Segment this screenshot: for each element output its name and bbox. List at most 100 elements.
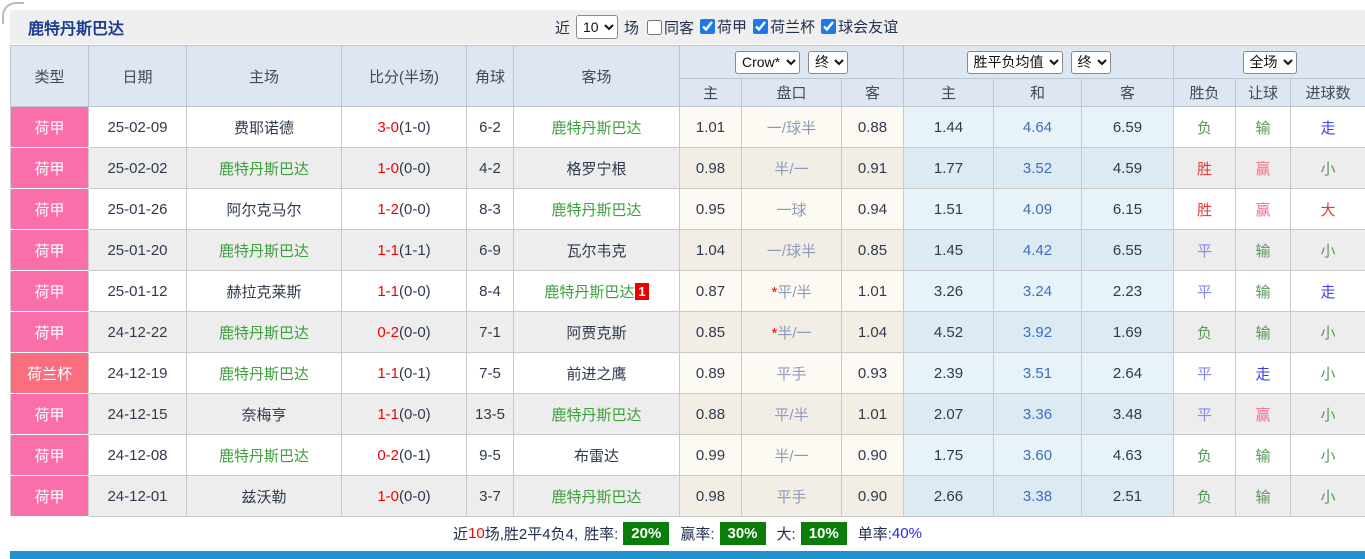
home-team-cell[interactable]: 鹿特丹斯巴达 xyxy=(186,147,342,189)
league-checkbox-0[interactable] xyxy=(700,19,716,34)
header-type: 类型 xyxy=(10,45,89,107)
away-team-cell[interactable]: 鹿特丹斯巴达 xyxy=(513,106,680,148)
same-away-checkbox[interactable] xyxy=(647,19,663,35)
away-team-cell[interactable]: 格罗宁根 xyxy=(513,147,680,189)
fulltime-score: 1-1 xyxy=(377,364,399,382)
competition-type-cell: 荷甲 xyxy=(10,270,89,312)
away-team-cell[interactable]: 鹿特丹斯巴达 xyxy=(513,475,680,517)
handicap-home-odds-cell: 0.98 xyxy=(679,475,742,517)
handicap-time-select[interactable]: 终 xyxy=(808,50,848,74)
match-row: 荷甲 24-12-01 兹沃勒 1-0(0-0) 3-7 鹿特丹斯巴达 0.98 平手 0.90… xyxy=(10,475,1365,517)
odds-type-select[interactable]: 胜平负均值 xyxy=(966,50,1063,74)
corner-cell: 13-5 xyxy=(466,393,514,435)
result-wdl-cell: 平 xyxy=(1173,229,1237,271)
handicap-away-odds-cell: 1.01 xyxy=(841,270,904,312)
match-date-cell: 24-12-22 xyxy=(88,311,187,353)
halftime-score: (0-0) xyxy=(399,282,431,300)
away-team-cell[interactable]: 鹿特丹斯巴达 xyxy=(513,188,680,230)
odds-home-cell: 2.07 xyxy=(903,393,994,435)
handicap-away-odds-cell: 0.94 xyxy=(841,188,904,230)
same-away-label: 同客 xyxy=(664,19,695,37)
odds-time-select[interactable]: 终 xyxy=(1070,50,1111,74)
subheader-handicap-line: 盘口 xyxy=(741,78,842,107)
league-label: 荷甲 xyxy=(717,19,748,36)
odds-group-header: 胜平负均值 终 xyxy=(902,45,1175,79)
odds-draw-cell: 3.51 xyxy=(993,352,1082,394)
widget-rounded-corner xyxy=(2,2,24,24)
odds-draw-cell: 4.42 xyxy=(993,229,1082,271)
league-checkbox-2[interactable] xyxy=(821,19,837,34)
result-asian-cell: 输 xyxy=(1235,229,1292,271)
result-wdl-cell: 胜 xyxy=(1173,188,1237,230)
odds-home-cell: 1.77 xyxy=(903,147,994,189)
header-date: 日期 xyxy=(88,45,187,107)
odds-draw-cell: 4.09 xyxy=(993,188,1082,230)
handicap-line-cell: 平手 xyxy=(741,475,842,517)
away-team-cell[interactable]: 鹿特丹斯巴达 1 xyxy=(513,270,680,312)
bottom-scrollbar[interactable] xyxy=(10,551,1365,559)
odds-away-cell: 4.63 xyxy=(1080,434,1175,476)
handicap-line-cell: 平/半 xyxy=(741,393,842,435)
header-home: 主场 xyxy=(186,45,342,107)
away-team-cell[interactable]: 布雷达 xyxy=(513,434,680,476)
result-scope-select[interactable]: 全场 xyxy=(1242,50,1297,74)
home-team-cell[interactable]: 费耶诺德 xyxy=(186,106,342,148)
score-cell: 1-1(0-0) xyxy=(341,270,467,312)
home-team-cell[interactable]: 兹沃勒 xyxy=(186,475,342,517)
corner-cell: 6-2 xyxy=(466,106,514,148)
halftime-score: (0-0) xyxy=(399,487,431,505)
home-team-cell[interactable]: 鹿特丹斯巴达 xyxy=(186,434,342,476)
match-history-table: 类型 日期 主场 比分(半场) 角球 客场 Crow* 终 xyxy=(10,45,1365,517)
fulltime-score: 1-2 xyxy=(377,200,399,218)
home-team-cell[interactable]: 奈梅亨 xyxy=(186,393,342,435)
result-wdl-cell: 负 xyxy=(1173,434,1237,476)
away-team-cell[interactable]: 瓦尔韦克 xyxy=(513,229,680,271)
subheader-handicap-away: 客 xyxy=(841,78,904,107)
handicap-away-odds-cell: 0.91 xyxy=(841,147,904,189)
away-team-cell[interactable]: 鹿特丹斯巴达 xyxy=(513,393,680,435)
result-wdl-cell: 胜 xyxy=(1173,147,1237,189)
odds-away-cell: 6.15 xyxy=(1080,188,1175,230)
away-team-name: 格罗宁根 xyxy=(566,160,627,178)
games-label: 场 xyxy=(624,19,640,37)
corner-cell: 7-5 xyxy=(466,352,514,394)
away-team-cell[interactable]: 前进之鹰 xyxy=(513,352,680,394)
match-date-cell: 24-12-15 xyxy=(88,393,187,435)
competition-type-cell: 荷甲 xyxy=(10,147,89,189)
league-checkbox-1[interactable] xyxy=(753,19,769,34)
home-team-cell[interactable]: 赫拉克莱斯 xyxy=(186,270,342,312)
home-team-cell[interactable]: 鹿特丹斯巴达 xyxy=(186,352,342,394)
match-date-cell: 24-12-19 xyxy=(88,352,187,394)
team-title: 鹿特丹斯巴达 xyxy=(28,21,125,38)
odds-away-cell: 2.64 xyxy=(1080,352,1175,394)
home-team-cell[interactable]: 鹿特丹斯巴达 xyxy=(186,311,342,353)
halftime-score: (0-1) xyxy=(399,446,431,464)
fulltime-score: 1-0 xyxy=(377,487,399,505)
halftime-score: (1-0) xyxy=(399,118,431,136)
away-team-cell[interactable]: 阿贾克斯 xyxy=(513,311,680,353)
result-goals-cell: 大 xyxy=(1290,188,1365,230)
odds-draw-cell: 3.92 xyxy=(993,311,1082,353)
competition-type-cell: 荷甲 xyxy=(10,311,89,353)
win-rate-badge: 20% xyxy=(623,522,670,545)
league-filter: 荷甲 xyxy=(694,16,747,37)
handicap-line-text: 一球 xyxy=(776,201,807,219)
corner-cell: 6-9 xyxy=(466,229,514,271)
competition-type-cell: 荷甲 xyxy=(10,393,89,435)
handicap-line-text: 半/一 xyxy=(774,160,809,178)
bookmaker-select[interactable]: Crow* xyxy=(735,50,800,74)
away-team-name: 鹿特丹斯巴达 xyxy=(551,119,642,137)
corner-cell: 7-1 xyxy=(466,311,514,353)
home-team-cell[interactable]: 阿尔克马尔 xyxy=(186,188,342,230)
corner-cell: 3-7 xyxy=(466,475,514,517)
match-date-cell: 24-12-01 xyxy=(88,475,187,517)
match-count-select[interactable]: 10 xyxy=(576,15,619,39)
cover-rate-label: 赢率: xyxy=(680,526,715,543)
result-goals-cell: 小 xyxy=(1290,352,1365,394)
score-cell: 1-1(1-1) xyxy=(341,229,467,271)
summary-count: 10 xyxy=(468,525,485,542)
home-team-cell[interactable]: 鹿特丹斯巴达 xyxy=(186,229,342,271)
odds-home-cell: 1.45 xyxy=(903,229,994,271)
result-wdl-cell: 负 xyxy=(1173,311,1237,353)
handicap-away-odds-cell: 0.85 xyxy=(841,229,904,271)
